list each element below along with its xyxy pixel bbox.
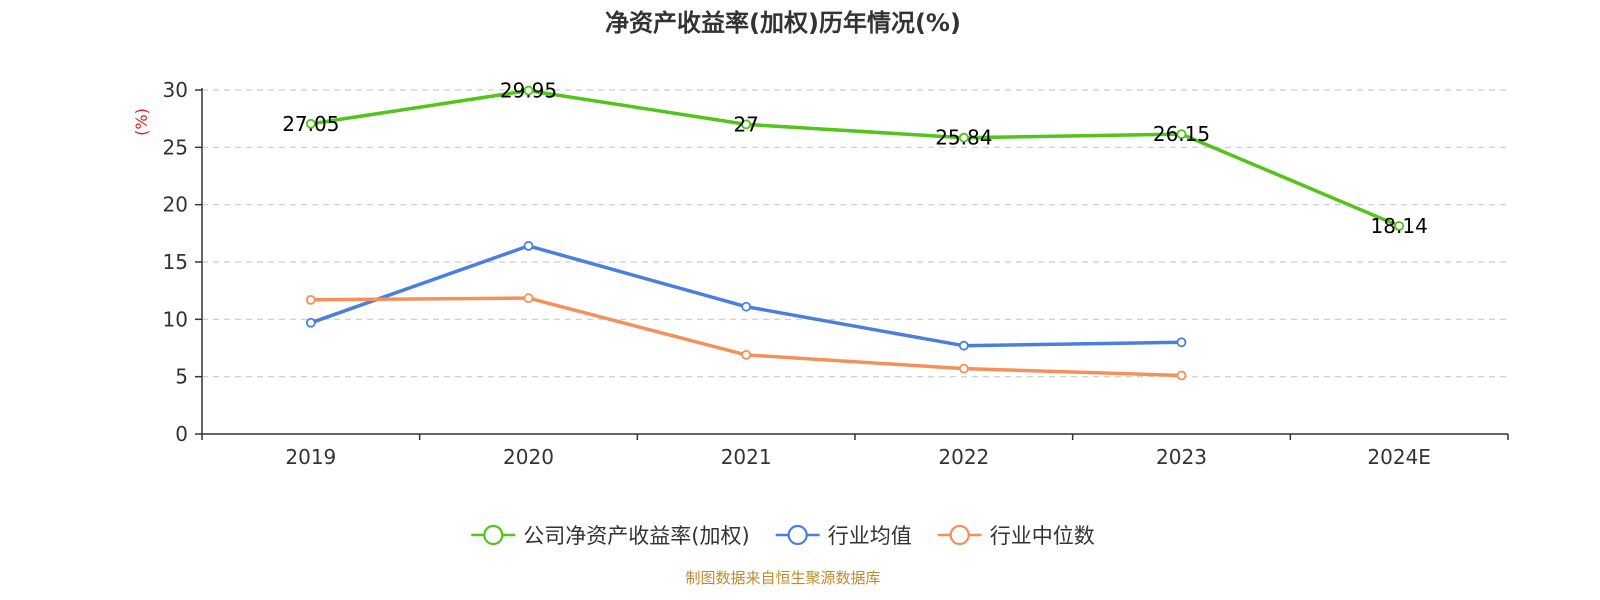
series-2-point[interactable] xyxy=(523,293,534,304)
series-1-point[interactable] xyxy=(958,340,969,351)
legend-circle-icon xyxy=(483,524,504,546)
series-2-point[interactable] xyxy=(958,363,969,374)
y-tick-label: 0 xyxy=(175,422,188,446)
legend-item-1[interactable]: 行业均值 xyxy=(775,524,912,548)
legend-circle-icon xyxy=(949,524,970,546)
y-tick-label: 25 xyxy=(163,135,188,159)
series-1-point[interactable] xyxy=(305,317,316,328)
series-0-point[interactable] xyxy=(1176,129,1187,140)
axes: 0 5 10 15 20 25 30 2019 2020 2021 2022 2023 2024E xyxy=(163,78,1509,469)
x-tick-label: 2021 xyxy=(721,445,772,469)
legend-item-2[interactable]: 行业中位数 xyxy=(937,524,1095,548)
series-0-line xyxy=(310,88,1400,228)
series-0-data-label: 29.95 xyxy=(500,79,557,103)
y-tick-label: 10 xyxy=(163,307,188,331)
data-labels: 27.05 29.95 27 25.84 26.15 18.14 xyxy=(282,79,1428,238)
series-2-point[interactable] xyxy=(305,294,316,305)
legend-item-0[interactable]: 公司净资产收益率(加权) xyxy=(471,524,750,548)
x-tick-label: 2022 xyxy=(938,445,989,469)
series-0-point[interactable] xyxy=(741,119,752,130)
series-1-point[interactable] xyxy=(741,301,752,312)
series-0-point[interactable] xyxy=(305,118,316,129)
x-tick-label: 2019 xyxy=(285,445,336,469)
legend[interactable]: 公司净资产收益率(加权) 行业均值 行业中位数 xyxy=(471,524,1095,548)
legend-label: 行业中位数 xyxy=(990,524,1095,548)
legend-label: 行业均值 xyxy=(828,524,912,548)
series-1-point[interactable] xyxy=(1176,337,1187,348)
series-0-data-label: 26.15 xyxy=(1153,122,1210,146)
x-tick-label: 2023 xyxy=(1156,445,1207,469)
series-2-point[interactable] xyxy=(1176,370,1187,381)
series-1-line xyxy=(310,244,1182,348)
series-1-point[interactable] xyxy=(523,241,534,251)
x-tick-label: 2020 xyxy=(503,445,554,469)
grid-lines xyxy=(202,89,1508,378)
series-0-data-label: 27 xyxy=(733,112,758,136)
y-tick-label: 5 xyxy=(175,365,188,389)
y-tick-label: 30 xyxy=(163,78,188,102)
source-note: 制图数据来自恒生聚源数据库 xyxy=(685,569,880,587)
x-tick-label: 2024E xyxy=(1367,445,1431,469)
legend-label: 公司净资产收益率(加权) xyxy=(523,524,749,548)
legend-circle-icon xyxy=(787,524,808,546)
series-0-point[interactable] xyxy=(1394,221,1405,231)
series-0-point[interactable] xyxy=(958,132,969,143)
series-0-data-label: 27.05 xyxy=(282,112,339,136)
y-axis-label: (%) xyxy=(132,108,151,136)
series-2-point[interactable] xyxy=(741,349,752,360)
chart-title: 净资产收益率(加权)历年情况(%) xyxy=(605,9,961,37)
y-tick-label: 20 xyxy=(163,193,188,217)
series-lines xyxy=(305,85,1405,381)
series-0-point[interactable] xyxy=(523,85,534,96)
series-0-data-label: 25.84 xyxy=(935,126,992,150)
y-tick-label: 15 xyxy=(163,250,188,274)
series-0-data-label: 18.14 xyxy=(1371,214,1428,238)
